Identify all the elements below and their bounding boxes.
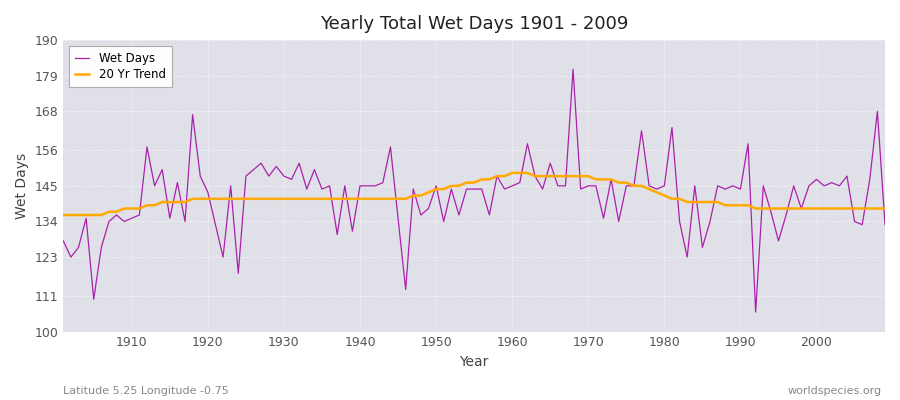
20 Yr Trend [606,177,616,182]
Wet Days [119,219,130,224]
Wet Days [568,67,579,72]
20 Yr Trend [332,196,343,201]
Text: worldspecies.org: worldspecies.org [788,386,882,396]
Text: Latitude 5.25 Longitude -0.75: Latitude 5.25 Longitude -0.75 [63,386,229,396]
Wet Days [879,222,890,227]
Wet Days [507,184,517,188]
Wet Days [332,232,343,237]
20 Yr Trend [58,212,68,217]
Wet Days [751,310,761,314]
20 Yr Trend [507,170,517,175]
20 Yr Trend [286,196,297,201]
Wet Days [606,177,616,182]
Line: Wet Days: Wet Days [63,69,885,312]
20 Yr Trend [500,174,510,178]
Title: Yearly Total Wet Days 1901 - 2009: Yearly Total Wet Days 1901 - 2009 [320,15,628,33]
Y-axis label: Wet Days: Wet Days [15,153,29,219]
Wet Days [286,177,297,182]
20 Yr Trend [119,206,130,211]
X-axis label: Year: Year [460,355,489,369]
Wet Days [500,187,510,192]
Legend: Wet Days, 20 Yr Trend: Wet Days, 20 Yr Trend [69,46,172,87]
20 Yr Trend [515,170,526,175]
20 Yr Trend [879,206,890,211]
Wet Days [58,238,68,243]
Line: 20 Yr Trend: 20 Yr Trend [63,173,885,215]
